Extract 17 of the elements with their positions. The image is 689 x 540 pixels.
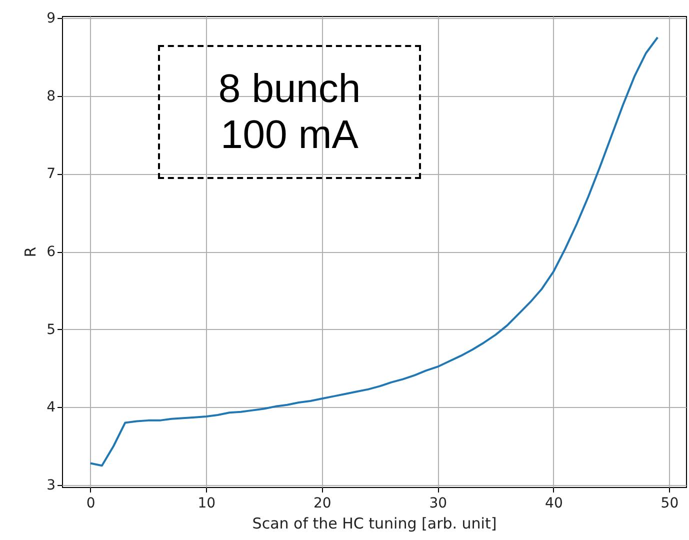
y-tick-label: 3 bbox=[46, 478, 56, 494]
y-tick-label: 7 bbox=[46, 166, 56, 182]
y-tick-label: 9 bbox=[46, 10, 56, 26]
annotation: 8 bunch 100 mA bbox=[158, 45, 421, 179]
y-tick-label: 5 bbox=[46, 322, 56, 338]
y-tick-label: 6 bbox=[46, 244, 56, 260]
x-axis-title: Scan of the HC tuning [arb. unit] bbox=[252, 514, 497, 532]
y-axis-title: R bbox=[22, 246, 40, 258]
y-tick-label: 4 bbox=[46, 400, 56, 416]
x-tick-label: 40 bbox=[545, 496, 563, 512]
x-tick-label: 20 bbox=[313, 496, 332, 512]
x-tick-label: 30 bbox=[429, 496, 448, 512]
line-series bbox=[89, 36, 659, 467]
y-tick-label: 8 bbox=[46, 88, 56, 104]
x-tick-label: 0 bbox=[86, 496, 96, 512]
x-tick-label: 50 bbox=[660, 496, 679, 512]
x-tick-label: 10 bbox=[198, 496, 216, 512]
